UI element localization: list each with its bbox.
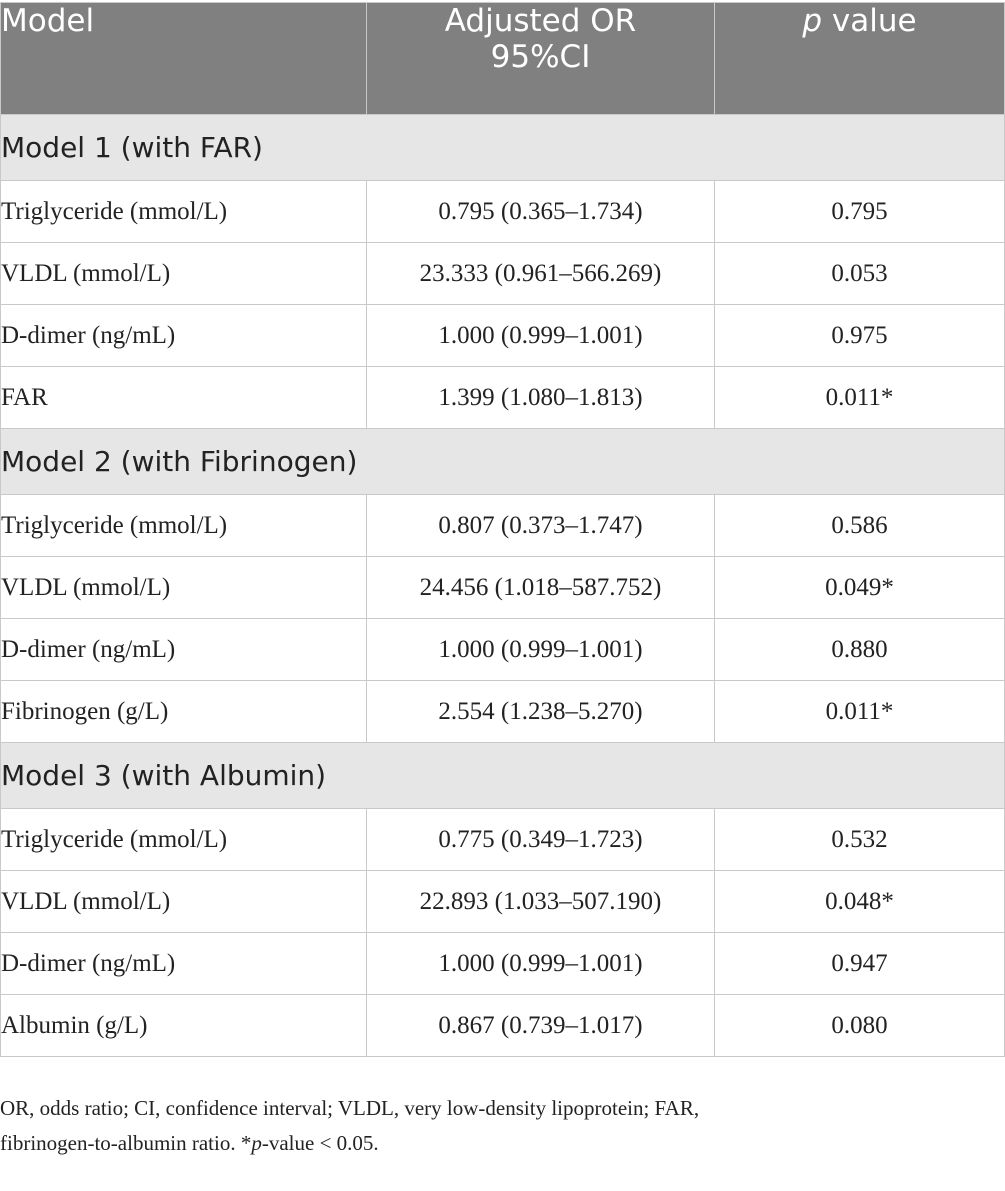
cell-adjusted-or: 23.333 (0.961–566.269) — [366, 242, 715, 305]
cell-p-value: 0.532 — [714, 808, 1005, 871]
header-p-rest: value — [822, 3, 917, 39]
cell-adjusted-or: 0.795 (0.365–1.734) — [366, 180, 715, 243]
cell-variable: D-dimer (ng/mL) — [0, 932, 367, 995]
cell-p-value: 0.795 — [714, 180, 1005, 243]
cell-variable: Triglyceride (mmol/L) — [0, 180, 367, 243]
cell-p-value: 0.947 — [714, 932, 1005, 995]
section-row: Model 1 (with FAR) — [0, 114, 1005, 181]
cell-variable: Triglyceride (mmol/L) — [0, 808, 367, 871]
cell-p-value: 0.053 — [714, 242, 1005, 305]
cell-variable: VLDL (mmol/L) — [0, 870, 367, 933]
table-footnote: OR, odds ratio; CI, confidence interval;… — [0, 1091, 960, 1161]
cell-p-value: 0.880 — [714, 618, 1005, 681]
table-row: Triglyceride (mmol/L) 0.795 (0.365–1.734)… — [0, 180, 1005, 243]
footnote-p-italic: p — [251, 1131, 262, 1155]
table-header-row: Model Adjusted OR 95%CI p value — [0, 2, 1005, 115]
footnote-line2: fibrinogen-to-albumin ratio. *p-value < … — [0, 1126, 960, 1161]
cell-variable: Albumin (g/L) — [0, 994, 367, 1057]
cell-variable: VLDL (mmol/L) — [0, 556, 367, 619]
footnote-line1: OR, odds ratio; CI, confidence interval;… — [0, 1096, 700, 1120]
header-or-line1: Adjusted OR — [444, 3, 637, 39]
cell-adjusted-or: 1.399 (1.080–1.813) — [366, 366, 715, 429]
cell-adjusted-or: 22.893 (1.033–507.190) — [366, 870, 715, 933]
table-row: Albumin (g/L) 0.867 (0.739–1.017) 0.080 — [0, 994, 1005, 1057]
table-row: Triglyceride (mmol/L) 0.775 (0.349–1.723)… — [0, 808, 1005, 871]
cell-adjusted-or: 24.456 (1.018–587.752) — [366, 556, 715, 619]
cell-p-value: 0.011* — [714, 366, 1005, 429]
section-title: Model 2 (with Fibrinogen) — [0, 428, 1005, 495]
cell-adjusted-or: 1.000 (0.999–1.001) — [366, 304, 715, 367]
cell-adjusted-or: 0.867 (0.739–1.017) — [366, 994, 715, 1057]
cell-adjusted-or: 0.775 (0.349–1.723) — [366, 808, 715, 871]
cell-variable: D-dimer (ng/mL) — [0, 304, 367, 367]
header-adjusted-or: Adjusted OR 95%CI — [366, 2, 715, 115]
section-title: Model 3 (with Albumin) — [0, 742, 1005, 809]
section-row: Model 2 (with Fibrinogen) — [0, 428, 1005, 495]
header-p-italic: p — [802, 3, 823, 39]
section-row: Model 3 (with Albumin) — [0, 742, 1005, 809]
cell-variable: Fibrinogen (g/L) — [0, 680, 367, 743]
header-p-value: p value — [714, 2, 1005, 115]
table-row: D-dimer (ng/mL) 1.000 (0.999–1.001) 0.947 — [0, 932, 1005, 995]
cell-adjusted-or: 1.000 (0.999–1.001) — [366, 932, 715, 995]
header-or-line2: 95%CI — [490, 39, 591, 75]
table-body: Model 1 (with FAR) Triglyceride (mmol/L) 0… — [0, 114, 1005, 1057]
table-row: Triglyceride (mmol/L) 0.807 (0.373–1.747)… — [0, 494, 1005, 557]
table-row: D-dimer (ng/mL) 1.000 (0.999–1.001) 0.975 — [0, 304, 1005, 367]
cell-p-value: 0.049* — [714, 556, 1005, 619]
cell-p-value: 0.975 — [714, 304, 1005, 367]
table-row: VLDL (mmol/L) 23.333 (0.961–566.269) 0.053 — [0, 242, 1005, 305]
table-row: FAR 1.399 (1.080–1.813) 0.011* — [0, 366, 1005, 429]
cell-p-value: 0.048* — [714, 870, 1005, 933]
cell-adjusted-or: 1.000 (0.999–1.001) — [366, 618, 715, 681]
table-row: VLDL (mmol/L) 22.893 (1.033–507.190) 0.048… — [0, 870, 1005, 933]
cell-variable: D-dimer (ng/mL) — [0, 618, 367, 681]
cell-p-value: 0.586 — [714, 494, 1005, 557]
section-title: Model 1 (with FAR) — [0, 114, 1005, 181]
cell-p-value: 0.080 — [714, 994, 1005, 1057]
cell-variable: Triglyceride (mmol/L) — [0, 494, 367, 557]
table-row: Fibrinogen (g/L) 2.554 (1.238–5.270) 0.011… — [0, 680, 1005, 743]
cell-adjusted-or: 2.554 (1.238–5.270) — [366, 680, 715, 743]
footnote-line2-prefix: fibrinogen-to-albumin ratio. * — [0, 1131, 252, 1155]
footnote-line2-suffix: -value < 0.05. — [261, 1131, 379, 1155]
cell-variable: FAR — [0, 366, 367, 429]
cell-p-value: 0.011* — [714, 680, 1005, 743]
cell-adjusted-or: 0.807 (0.373–1.747) — [366, 494, 715, 557]
table-row: VLDL (mmol/L) 24.456 (1.018–587.752) 0.049… — [0, 556, 1005, 619]
cell-variable: VLDL (mmol/L) — [0, 242, 367, 305]
header-model: Model — [0, 2, 367, 115]
table-row: D-dimer (ng/mL) 1.000 (0.999–1.001) 0.880 — [0, 618, 1005, 681]
results-table: Model Adjusted OR 95%CI p value Model 1 … — [0, 2, 1005, 1057]
